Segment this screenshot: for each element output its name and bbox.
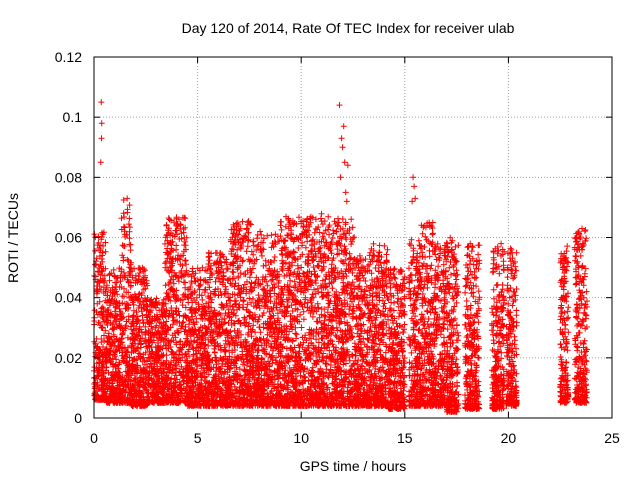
scatter-markers — [91, 99, 590, 415]
x-tick-label: 5 — [194, 430, 202, 446]
y-axis: 0 0.02 0.04 0.06 0.08 0.1 0.12 — [55, 49, 612, 426]
y-tick-label: 0.04 — [55, 290, 82, 306]
y-tick-label: 0.12 — [55, 49, 82, 65]
x-tick-label: 25 — [604, 430, 620, 446]
y-tick-label: 0.1 — [63, 109, 83, 125]
y-tick-label: 0.02 — [55, 350, 82, 366]
x-axis: 0 5 10 15 20 25 — [90, 57, 620, 446]
x-tick-label: 20 — [501, 430, 517, 446]
data-points — [91, 99, 590, 415]
y-tick-label: 0.08 — [55, 169, 82, 185]
y-tick-label: 0.06 — [55, 230, 82, 246]
chart-title: Day 120 of 2014, Rate Of TEC Index for r… — [182, 20, 515, 36]
y-tick-label: 0 — [74, 410, 82, 426]
x-tick-label: 0 — [90, 430, 98, 446]
x-tick-label: 10 — [293, 430, 309, 446]
x-axis-label: GPS time / hours — [300, 458, 407, 474]
y-axis-label: ROTI / TECUs — [5, 193, 21, 283]
x-tick-label: 15 — [397, 430, 413, 446]
